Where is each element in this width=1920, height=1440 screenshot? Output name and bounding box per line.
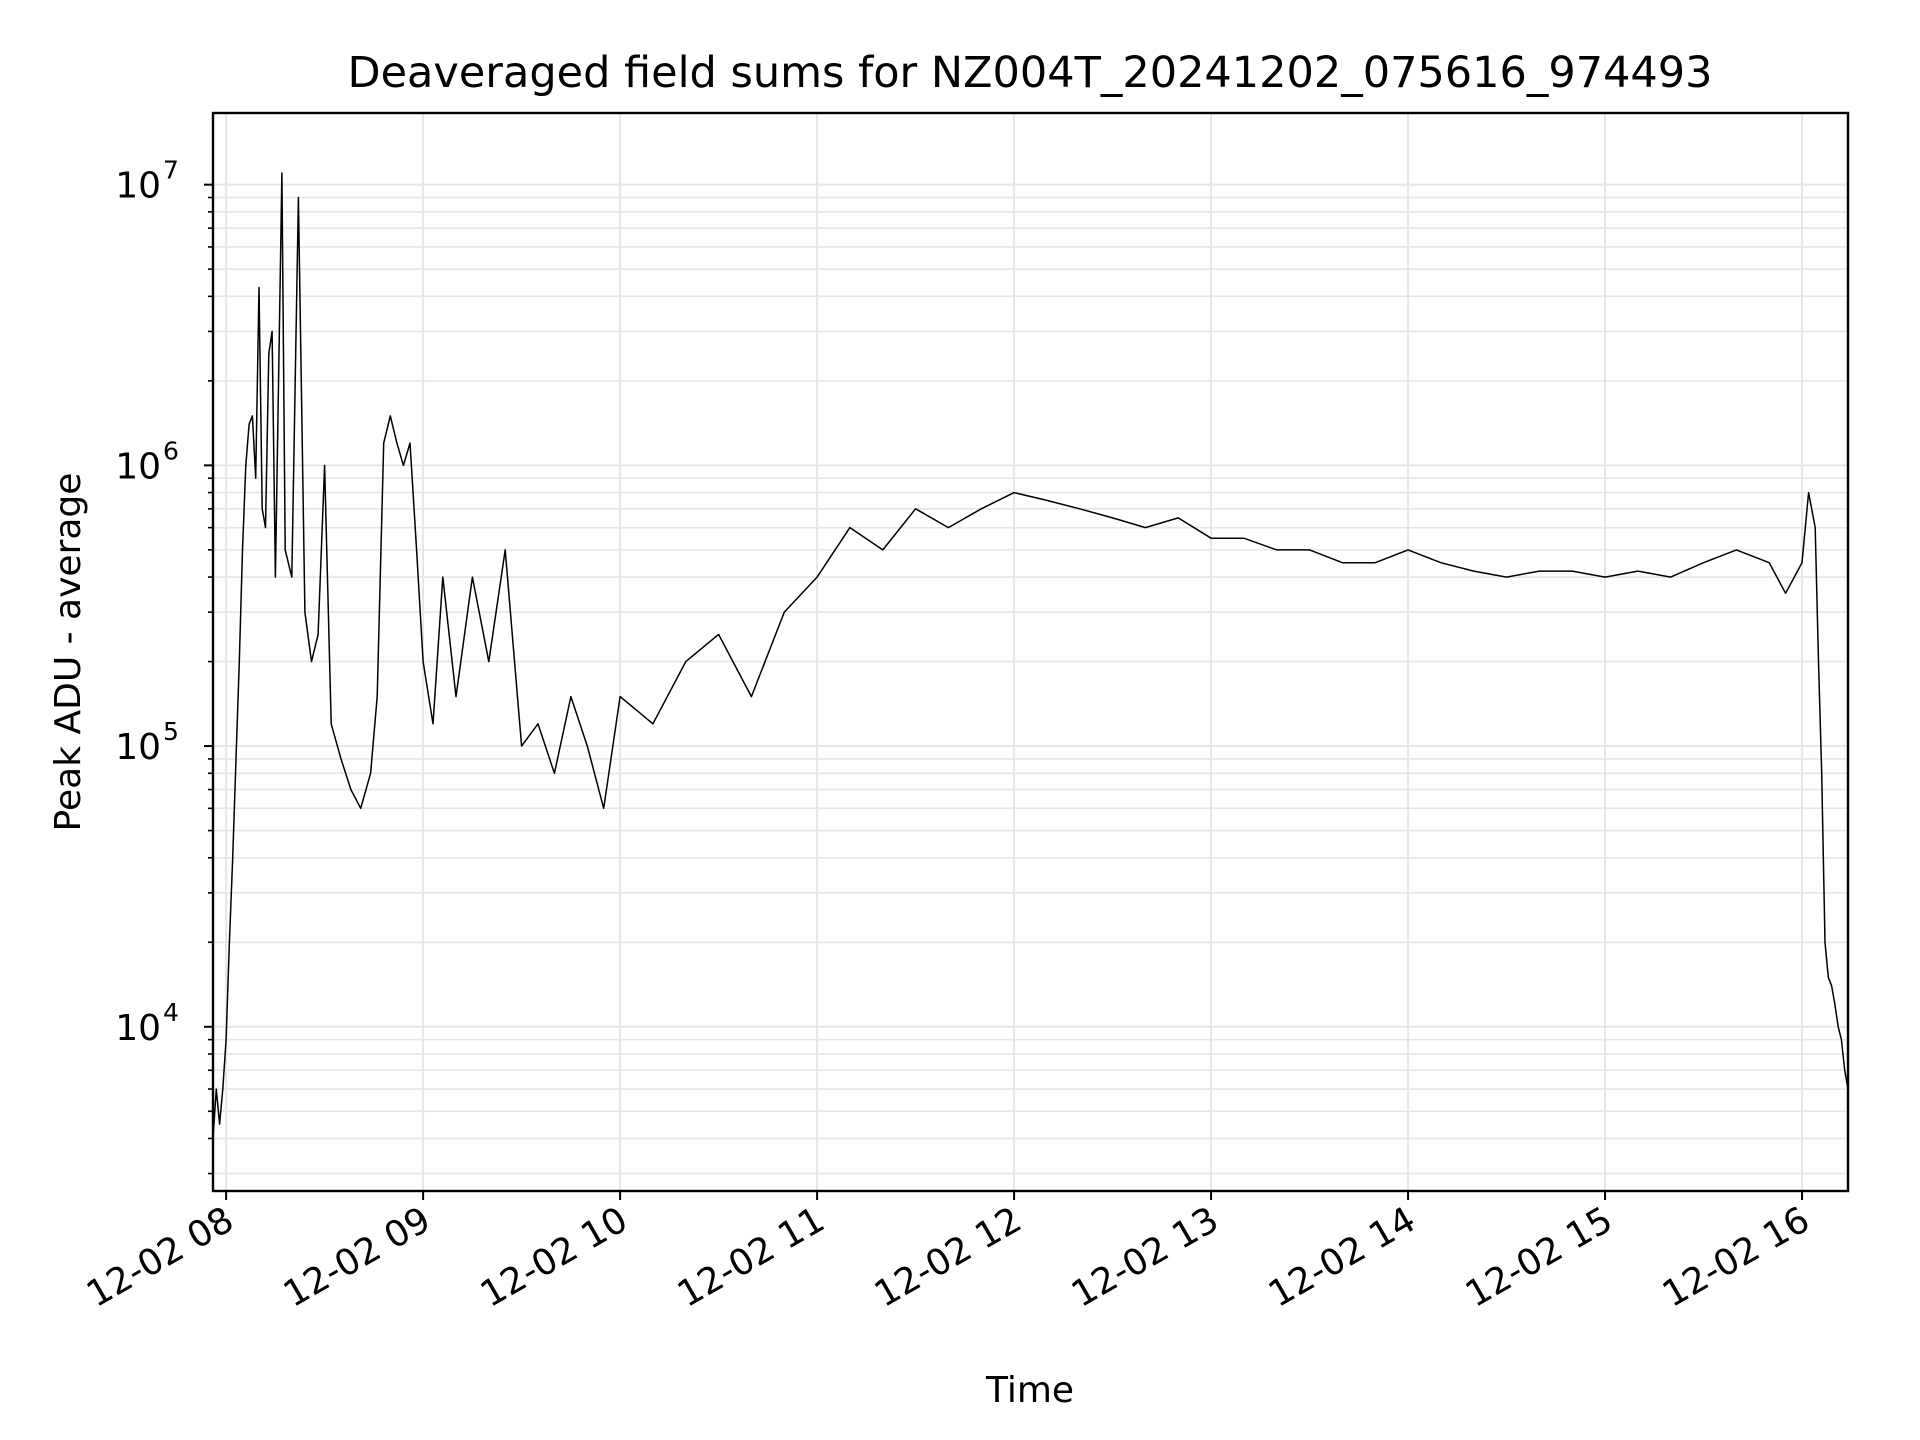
x-tick-label: 12-02 11 [671,1199,832,1315]
y-tick-exponent: 5 [163,717,179,746]
x-tick-label: 12-02 13 [1065,1199,1226,1315]
x-tick-label: 12-02 15 [1459,1199,1620,1315]
x-tick-label: 12-02 10 [474,1199,635,1315]
y-tick-exponent: 4 [163,998,179,1027]
series-line [212,172,1849,1139]
y-tick-label: 10 [115,166,161,207]
x-tick-label: 12-02 08 [80,1199,241,1315]
x-axis: 12-02 08 12-02 09 12-02 10 12-02 11 12-02 12… [80,1191,1817,1316]
grid [213,113,1848,1191]
x-tick-label: 12-02 14 [1262,1199,1423,1315]
series-layer [212,172,1849,1139]
y-tick-label: 10 [115,446,161,487]
chart-title: Deaveraged field sums for NZ004T_2024120… [347,48,1712,98]
y-axis-label: Peak ADU - average [48,473,89,832]
x-tick-label: 12-02 12 [868,1199,1029,1315]
plot-frame [211,111,1850,1193]
x-axis-label: Time [985,1370,1074,1411]
x-tick-label: 12-02 09 [277,1199,438,1315]
y-tick-label: 10 [115,1008,161,1049]
y-tick-exponent: 7 [163,156,179,185]
y-tick-label: 10 [115,727,161,768]
y-tick-exponent: 6 [163,436,179,465]
x-tick-label: 12-02 16 [1656,1199,1817,1315]
